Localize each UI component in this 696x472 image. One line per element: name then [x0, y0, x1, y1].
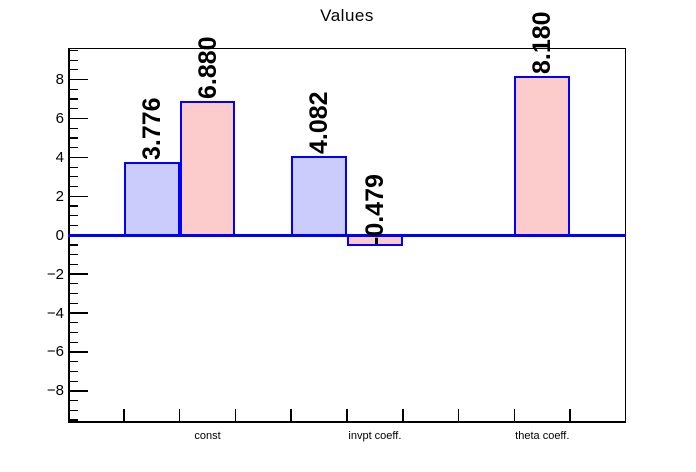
bar-value-label: 3.776	[137, 97, 166, 160]
y-tick-label: −4	[46, 304, 64, 322]
y-major-tick	[68, 78, 88, 81]
y-minor-tick	[68, 215, 78, 217]
y-tick-label: 8	[55, 71, 64, 89]
y-tick-label: 4	[55, 148, 64, 166]
y-minor-tick	[68, 419, 78, 421]
y-minor-tick	[68, 224, 78, 227]
y-major-tick	[68, 195, 88, 198]
bar-series2	[179, 101, 236, 238]
x-tick	[457, 409, 460, 423]
y-minor-tick	[68, 88, 78, 90]
y-tick-label: 0	[55, 226, 64, 244]
y-minor-tick	[68, 127, 78, 129]
y-minor-tick	[68, 263, 78, 266]
y-major-tick	[68, 156, 88, 159]
y-major-tick	[68, 390, 88, 392]
bar-value-label: 8.180	[528, 11, 557, 75]
y-tick-label: 2	[55, 187, 64, 205]
bar-value-label: 4.082	[305, 91, 334, 154]
y-minor-tick	[68, 293, 78, 295]
y-minor-tick	[68, 302, 78, 304]
bar-series1	[291, 155, 347, 238]
y-minor-tick	[68, 409, 78, 411]
x-bin-label: invpt coeff.	[348, 430, 402, 442]
y-minor-tick	[68, 137, 78, 139]
y-minor-tick	[68, 244, 78, 246]
x-tick	[513, 409, 516, 423]
y-tick-label: −8	[46, 382, 64, 400]
zero-line	[68, 233, 626, 237]
x-tick	[234, 409, 237, 423]
y-minor-tick	[68, 186, 78, 188]
y-minor-tick	[68, 205, 78, 207]
y-minor-tick	[68, 283, 78, 285]
x-tick	[402, 409, 404, 423]
y-minor-tick	[68, 361, 78, 363]
y-minor-tick	[68, 322, 78, 324]
y-minor-tick	[68, 166, 78, 168]
y-tick-label: 6	[55, 110, 64, 127]
y-minor-tick	[68, 147, 78, 149]
x-bin-label: theta coeff.	[515, 430, 570, 442]
y-major-tick	[68, 351, 88, 353]
x-tick	[178, 409, 181, 423]
y-major-tick	[68, 273, 88, 275]
x-tick	[123, 409, 125, 423]
bar-value-label: 6.880	[193, 36, 222, 100]
y-minor-tick	[68, 98, 78, 100]
y-minor-tick	[68, 341, 78, 343]
y-minor-tick	[68, 49, 78, 51]
y-minor-tick	[68, 370, 78, 373]
y-tick-label: −2	[46, 265, 64, 283]
y-major-tick	[68, 117, 88, 120]
y-minor-tick	[68, 59, 78, 61]
x-tick	[346, 409, 348, 423]
chart-title: Values	[320, 6, 374, 25]
y-minor-tick	[68, 380, 78, 382]
bar-value-label: -0.479	[360, 173, 389, 245]
bar-series1	[123, 161, 180, 238]
y-minor-tick	[68, 254, 78, 256]
bar-series2	[514, 76, 571, 238]
y-minor-tick	[68, 331, 78, 334]
y-tick-label: −6	[46, 343, 64, 361]
x-tick	[290, 409, 292, 423]
y-minor-tick	[68, 108, 78, 110]
y-minor-tick	[68, 176, 78, 178]
y-major-tick	[68, 312, 88, 314]
y-minor-tick	[68, 400, 78, 402]
x-tick	[569, 409, 571, 423]
x-bin-label: const	[194, 430, 221, 442]
y-minor-tick	[68, 69, 78, 71]
